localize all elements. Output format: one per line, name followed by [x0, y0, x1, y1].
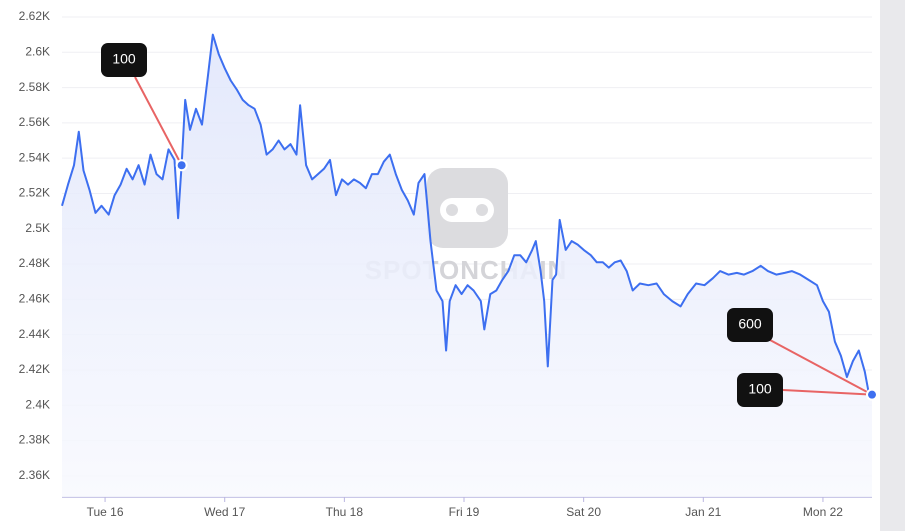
annotation-box	[727, 308, 773, 342]
y-tick-label: 2.62K	[19, 9, 50, 23]
x-tick-label: Wed 17	[204, 505, 245, 519]
y-tick-label: 2.38K	[19, 433, 50, 447]
y-tick-label: 2.5K	[25, 221, 50, 235]
y-tick-label: 2.6K	[25, 44, 50, 58]
x-tick-label: Tue 16	[87, 505, 124, 519]
annotation-label: 100	[112, 51, 136, 67]
x-tick-label: Fri 19	[449, 505, 480, 519]
y-tick-label: 2.42K	[19, 362, 50, 376]
y-tick-label: 2.56K	[19, 115, 50, 129]
y-tick-label: 2.36K	[19, 468, 50, 482]
side-panel	[880, 0, 905, 531]
x-tick-label: Jan 21	[685, 505, 721, 519]
y-tick-label: 2.48K	[19, 256, 50, 270]
annotation-connector	[769, 339, 873, 396]
annotation-box	[737, 373, 783, 407]
y-tick-label: 2.54K	[19, 150, 50, 164]
price-line	[61, 33, 873, 397]
y-tick-label: 2.46K	[19, 292, 50, 306]
annotation-point	[866, 388, 878, 401]
x-tick-label: Thu 18	[326, 505, 364, 519]
x-tick-label: Sat 20	[566, 505, 601, 519]
area	[62, 34, 872, 497]
annotation-label: 100	[748, 381, 772, 397]
annotation-connector	[134, 76, 183, 166]
annotation-connector	[782, 389, 873, 396]
y-tick-label: 2.58K	[19, 80, 50, 94]
y-tick-label: 2.4K	[25, 397, 50, 411]
x-tick-label: Mon 22	[803, 505, 843, 519]
annotation-point	[175, 159, 188, 172]
annotation-label: 600	[738, 316, 762, 332]
annotation-box	[101, 43, 147, 77]
y-tick-label: 2.52K	[19, 186, 50, 200]
watermark-logo	[427, 168, 508, 248]
y-tick-label: 2.44K	[19, 327, 50, 341]
